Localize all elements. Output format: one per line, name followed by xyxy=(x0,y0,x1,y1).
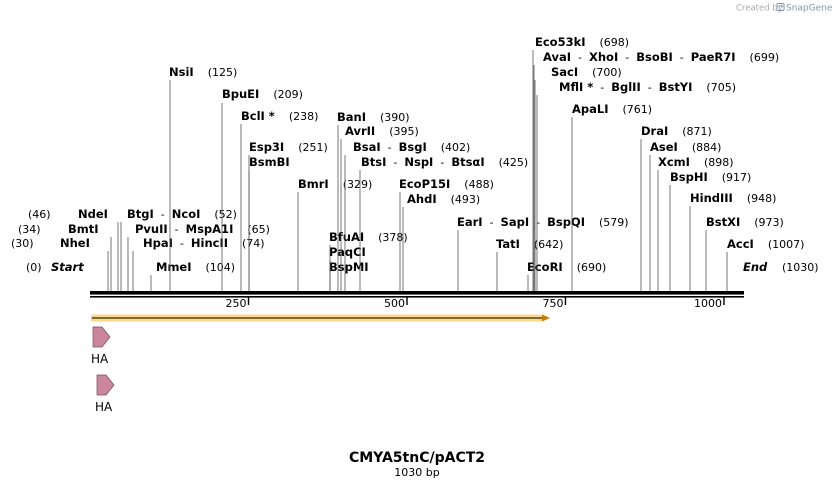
site-label-ecop15i[interactable]: EcoP15I (488) xyxy=(399,177,494,191)
site-label-xcmi[interactable]: XcmI (898) xyxy=(658,155,734,169)
site-position: (30) xyxy=(11,237,34,250)
start-label: Start xyxy=(51,260,84,274)
site-label-pvuii-mspa1i[interactable]: PvuII - MspA1I (65) xyxy=(135,222,270,236)
ha-feature-2-label: HA xyxy=(95,400,113,414)
site-label-bsphi[interactable]: BspHI (917) xyxy=(670,170,751,184)
ruler-tick-label: 500 xyxy=(384,297,405,310)
site-label-bstxi[interactable]: BstXI (973) xyxy=(706,215,784,229)
site-label-asei[interactable]: AseI (884) xyxy=(650,140,721,154)
site-label-bcli[interactable]: BclI * (238) xyxy=(241,109,318,123)
snapgene-logo-icon xyxy=(776,3,785,11)
site-label-btgi-ncoi[interactable]: BtgI - NcoI (52) xyxy=(127,207,237,221)
map-title: CMYA5tnC/pACT2 xyxy=(349,450,485,466)
orf-feature[interactable] xyxy=(91,314,550,322)
site-position: (34) xyxy=(18,223,41,236)
ruler-ticks: 250 500 750 1000 xyxy=(225,297,725,310)
site-label-mfli-bglii-bstyi[interactable]: MflI * - BglII - BstYI (705) xyxy=(559,80,736,94)
ha-feature-2[interactable] xyxy=(96,374,115,396)
site-label-apali[interactable]: ApaLI (761) xyxy=(572,102,652,116)
site-label-nsii[interactable]: NsiI (125) xyxy=(169,65,237,79)
map-length: 1030 bp xyxy=(394,466,439,479)
site-label-btsi-nspi-btsi[interactable]: BtsI - NspI - BtsαI (425) xyxy=(361,155,528,169)
site-label-bpuei[interactable]: BpuEI (209) xyxy=(222,87,303,101)
site-label-ahdi[interactable]: AhdI (493) xyxy=(407,192,480,206)
ruler-tick-label: 1000 xyxy=(694,297,722,310)
site-label-bmri[interactable]: BmrI (329) xyxy=(298,177,372,191)
site-label-hpai-hincii[interactable]: HpaI - HincII (74) xyxy=(143,236,265,250)
site-label-mmei[interactable]: MmeI (104) xyxy=(156,260,235,274)
site-label-eari-sapi-bspqi[interactable]: EarI - SapI - BspQI (579) xyxy=(457,215,629,229)
site-label-tati[interactable]: TatI (642) xyxy=(496,237,563,251)
site-label-ecori[interactable]: EcoRI (690) xyxy=(527,260,606,274)
site-label-bspmi[interactable]: BspMI xyxy=(329,260,369,274)
site-label-avai-xhoi-bsobi-paer7i[interactable]: AvaI - XhoI - BsoBI - PaeR7I (699) xyxy=(543,50,779,64)
site-label-acci[interactable]: AccI (1007) xyxy=(727,237,804,251)
ha-feature-1[interactable] xyxy=(92,326,111,348)
end-label: End xyxy=(743,260,768,274)
site-label-nhei[interactable]: NheI xyxy=(60,236,90,250)
credit-text: Created by xyxy=(736,4,783,14)
site-label-drai[interactable]: DraI (871) xyxy=(641,124,712,138)
ruler-tick-label: 250 xyxy=(225,297,246,310)
site-label-esp3i[interactable]: Esp3I (251) xyxy=(249,140,328,154)
site-label-bsai-bsgi[interactable]: BsaI - BsgI (402) xyxy=(353,140,470,154)
ruler-tick-label: 750 xyxy=(542,297,563,310)
start-position: (0) xyxy=(26,261,42,274)
end-position: (1030) xyxy=(782,261,819,274)
site-label-ndei[interactable]: NdeI xyxy=(78,207,108,221)
ha-feature-1-label: HA xyxy=(91,352,109,366)
sequence-backbone xyxy=(90,291,744,298)
site-label-bsmbi[interactable]: BsmBI xyxy=(249,155,290,169)
credit-brand: SnapGene xyxy=(786,4,833,14)
site-label-bani[interactable]: BanI (390) xyxy=(337,110,410,124)
site-position: (46) xyxy=(28,208,51,221)
site-label-avrii[interactable]: AvrII (395) xyxy=(345,124,419,138)
site-label-hindiii[interactable]: HindIII (948) xyxy=(690,191,776,205)
site-label-saci[interactable]: SacI (700) xyxy=(551,65,622,79)
site-label-bmti[interactable]: BmtI xyxy=(68,222,99,236)
site-label-eco53ki[interactable]: Eco53kI (698) xyxy=(535,35,629,49)
